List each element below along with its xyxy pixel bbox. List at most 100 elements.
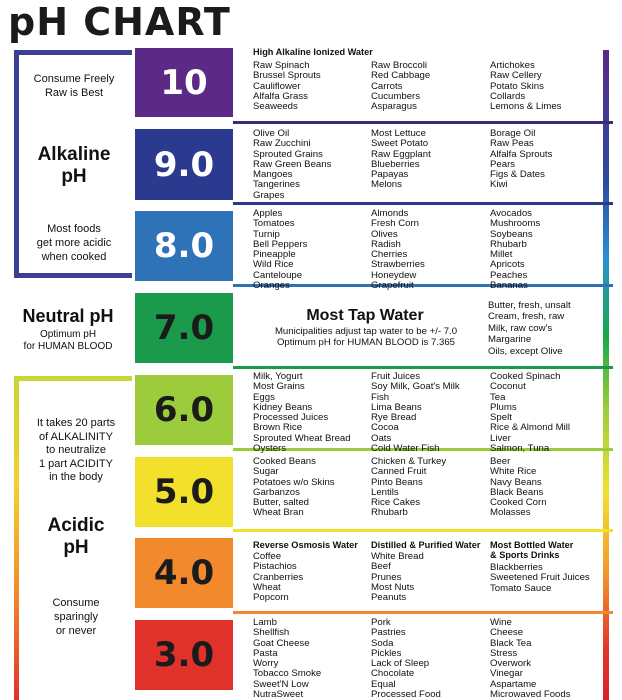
ph-box-7: 7.0 — [135, 293, 233, 363]
list-item: Pears — [490, 158, 516, 170]
side-label-neutral: Neutral pH — [22, 306, 114, 326]
list-item: Figs & Dates — [490, 169, 545, 181]
list-item: Milk, raw cow's — [488, 322, 553, 334]
list-item: Sugar — [253, 466, 279, 478]
list-item: Grapefruit — [371, 280, 414, 292]
row9-col3: Borage Oil Raw Peas Alfalfa Sprouts Pear… — [490, 128, 553, 191]
tap-water-note: Municipalities adjust tap water to be +/… — [274, 326, 458, 348]
list-item: Equal — [371, 678, 396, 690]
list-item: Raw Cellery — [490, 70, 542, 82]
list-item: Avocados — [490, 208, 532, 219]
list-item: Fresh Corn — [371, 218, 419, 230]
list-item: Cooked Spinach — [490, 371, 561, 382]
row-line-8 — [233, 284, 613, 287]
list-item: Coconut — [490, 381, 526, 393]
row4-col3: Blackberries Sweetened Fruit Juices Toma… — [490, 562, 590, 594]
list-item: Plums — [490, 401, 517, 413]
row9-col1: Olive Oil Raw Zucchini Sprouted Grains R… — [253, 128, 331, 201]
list-item: Cauliflower — [253, 80, 301, 92]
list-item: Blueberries — [371, 158, 420, 170]
list-item: Millet — [490, 249, 513, 261]
list-item: Black Beans — [490, 486, 544, 498]
list-item: Brown Rice — [253, 422, 303, 434]
list-item: Lentils — [371, 486, 399, 498]
list-item: Apricots — [490, 259, 525, 271]
list-item: Turnip — [253, 228, 280, 240]
list-item: Kiwi — [490, 179, 508, 191]
list-item: Navy Beans — [490, 476, 542, 488]
list-item: Beef — [371, 561, 391, 573]
list-item: Stress — [490, 647, 518, 659]
list-item: Sweet Potato — [371, 138, 429, 150]
list-item: Raw Peas — [490, 138, 534, 150]
row4-col2: White Bread Beef Prunes Most Nuts Peanut… — [371, 551, 424, 604]
row6-col3: Cooked Spinach Coconut Tea Plums Spelt R… — [490, 371, 570, 454]
list-item: Raw Zucchini — [253, 138, 311, 150]
list-item: Rhubarb — [371, 507, 408, 519]
list-item: Rice Cakes — [371, 497, 421, 509]
list-item: NutraSweet — [253, 689, 304, 700]
tap-water-title: Most Tap Water — [306, 307, 424, 324]
row5-col1: Cooked Beans Sugar Potatoes w/o Skins Ga… — [253, 456, 335, 519]
list-item: Margarine — [488, 334, 532, 346]
list-item: Wheat Bran — [253, 507, 304, 519]
list-item: Raw Eggplant — [371, 148, 431, 160]
list-item: Most Grains — [253, 381, 305, 393]
list-item: Butter, fresh, unsalt — [488, 300, 571, 311]
row4-header-1: Reverse Osmosis Water — [253, 540, 358, 550]
list-item: Cooked Beans — [253, 456, 316, 467]
ph-box-9: 9.0 — [135, 129, 233, 200]
row5-col2: Chicken & Turkey Canned Fruit Pinto Bean… — [371, 456, 446, 519]
list-item: Black Tea — [490, 637, 532, 649]
list-item: Blackberries — [490, 562, 543, 573]
list-item: Alfalfa Grass — [253, 90, 308, 102]
row4-col1: Coffee Pistachios Cranberries Wheat Popc… — [253, 551, 303, 603]
alkaline-bracket — [14, 50, 132, 278]
list-item: Olives — [371, 228, 398, 240]
list-item: Eggs — [253, 391, 275, 403]
row-line-5 — [233, 529, 613, 532]
row8-col3: Avocados Mushrooms Soybeans Rhubarb Mill… — [490, 208, 541, 291]
list-item: Seaweeds — [253, 101, 298, 113]
list-item: Fish — [371, 391, 390, 403]
list-item: Cherries — [371, 249, 408, 261]
list-item: Spelt — [490, 412, 512, 424]
list-item: Worry — [253, 658, 279, 670]
list-item: Oats — [371, 432, 392, 444]
row6-col1: Milk, Yogurt Most Grains Eggs Kidney Bea… — [253, 371, 351, 454]
list-item: Prunes — [371, 571, 402, 583]
list-item: Sweet'N Low — [253, 678, 309, 690]
page-title: pH CHART — [8, 0, 231, 44]
row10-col1: Raw Spinach Brussel Sprouts Cauliflower … — [253, 60, 321, 113]
row-line-10 — [233, 121, 613, 124]
side-label-alkaline: Alkaline pH — [37, 144, 111, 187]
row-line-6 — [233, 448, 613, 451]
list-item: Mangoes — [253, 169, 293, 181]
list-item: Artichokes — [490, 60, 535, 71]
list-item: Raw Broccoli — [371, 60, 427, 71]
ph-box-4: 4.0 — [135, 538, 233, 608]
list-item: Strawberries — [371, 259, 425, 271]
list-item: Pinto Beans — [371, 476, 423, 488]
list-item: Mushrooms — [490, 218, 541, 230]
row6-col2: Fruit Juices Soy Milk, Goat's Milk Fish … — [371, 371, 460, 454]
list-item: Red Cabbage — [371, 70, 431, 82]
ph-box-6: 6.0 — [135, 375, 233, 445]
list-item: Soda — [371, 637, 394, 649]
list-item: White Bread — [371, 551, 424, 562]
list-item: Cooked Corn — [490, 497, 547, 509]
list-item: Alfalfa Sprouts — [490, 148, 553, 160]
list-item: Rice & Almond Mill — [490, 422, 570, 434]
list-item: Honeydew — [371, 269, 417, 281]
list-item: Lima Beans — [371, 401, 422, 413]
row8-col1: Apples Tomatoes Turnip Bell Peppers Pine… — [253, 208, 308, 291]
list-item: Tea — [490, 391, 506, 403]
list-item: Cream, fresh, raw — [488, 311, 565, 323]
list-item: Bell Peppers — [253, 238, 308, 250]
list-item: Butter, salted — [253, 497, 309, 509]
list-item: Peanuts — [371, 592, 407, 604]
side-note-consume-sparingly: Consume sparingly or never — [52, 597, 100, 637]
side-note-twenty-parts: It takes 20 parts of ALKALINITY to neutr… — [36, 417, 116, 483]
list-item: Almonds — [371, 208, 409, 219]
list-item: Microwaved Foods — [490, 689, 571, 700]
